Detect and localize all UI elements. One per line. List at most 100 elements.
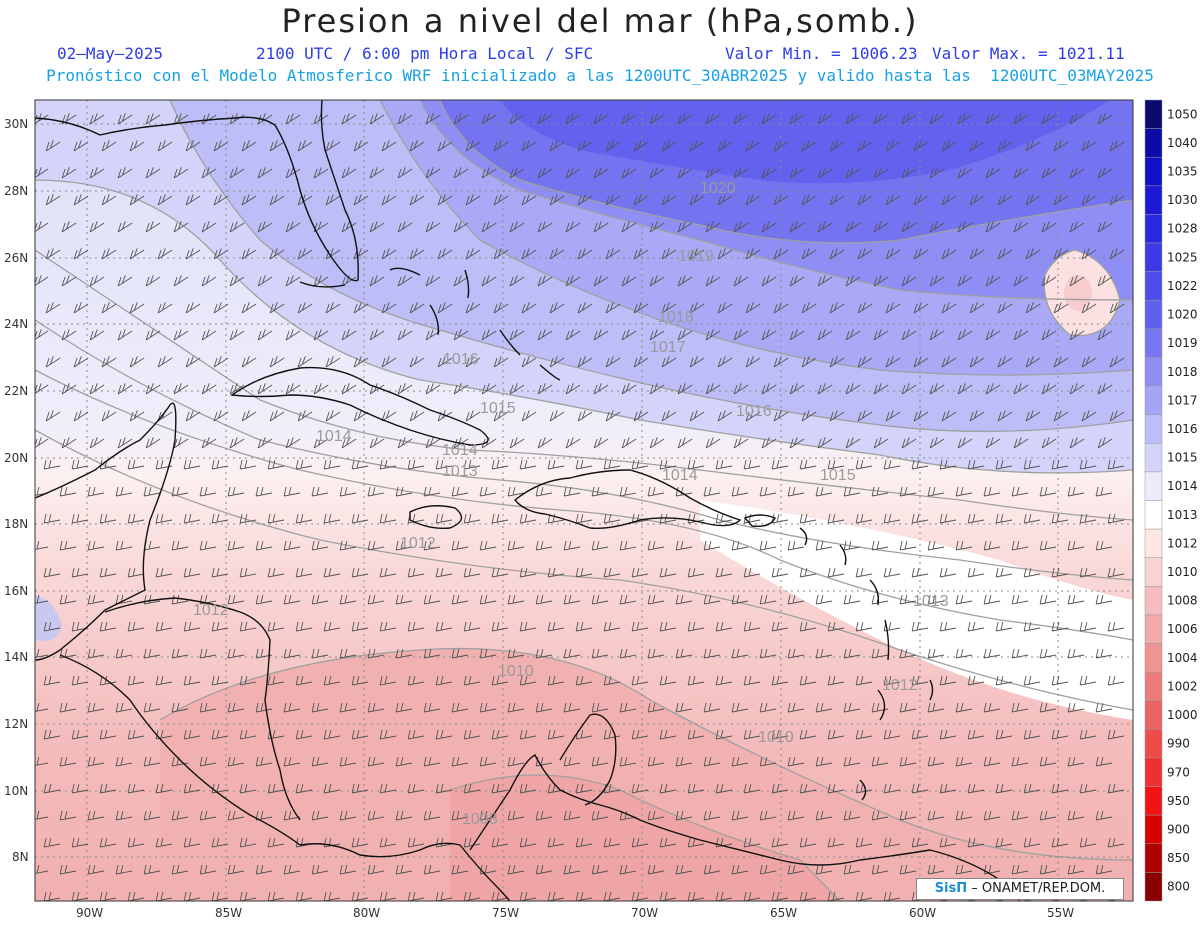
- colorbar-label: 950: [1167, 794, 1190, 808]
- map-frame: [34, 99, 1134, 902]
- colorbar-label: 1008: [1167, 594, 1198, 608]
- colorbar-label: 1002: [1167, 679, 1198, 693]
- lat-label: 12N: [4, 717, 28, 731]
- colorbar-label: 1000: [1167, 708, 1198, 722]
- colorbar: 1050 1040 1035 1030 1028 1025 1022 1020 1019 1018…: [1144, 99, 1198, 902]
- contour-label: 1014: [662, 467, 698, 484]
- coast-puerto-rico: [743, 514, 776, 528]
- lat-label: 26N: [4, 251, 28, 265]
- coast-bahamas: [389, 267, 561, 381]
- contour-1010: [159, 647, 1133, 861]
- contour-label: 1014: [442, 442, 478, 459]
- sispi-logo: SisΠ: [934, 881, 968, 896]
- colorbar-label: 1030: [1167, 193, 1198, 207]
- coast-hispaniola: [514, 469, 742, 530]
- contour-label: 1008: [462, 811, 498, 828]
- colorbar-swatch: [1144, 242, 1163, 272]
- shade-1021: [500, 100, 1110, 184]
- colorbar-label: 1017: [1167, 393, 1198, 407]
- wind-barbs: [35, 113, 1125, 901]
- contour-label: 1018: [658, 309, 694, 326]
- shade-low-west: [35, 595, 62, 641]
- model-info: Pronóstico con el Modelo Atmosferico WRF…: [46, 66, 1154, 85]
- contour-label: 1010: [758, 729, 794, 746]
- colorbar-label: 1012: [1167, 536, 1198, 550]
- max-value: Valor Max. = 1021.11: [932, 44, 1125, 63]
- colorbar-label: 1016: [1167, 422, 1198, 436]
- contour-label: 1013: [442, 463, 478, 480]
- lat-lon-grid: [35, 100, 1133, 901]
- colorbar-label: 1014: [1167, 479, 1198, 493]
- coast-florida-keys: [299, 281, 346, 288]
- forecast-date: 02–May–2025: [57, 44, 163, 63]
- coast-cuba: [230, 366, 489, 446]
- contour-label: 1015: [480, 400, 516, 417]
- shade-1013-east: [700, 500, 1133, 720]
- colorbar-label: 850: [1167, 851, 1190, 865]
- contour-label: 1020: [700, 180, 736, 197]
- contour-label: 1010: [498, 663, 534, 680]
- colorbar-label: 970: [1167, 765, 1190, 779]
- colorbar-swatch: [1144, 757, 1163, 787]
- colorbar-label: 990: [1167, 737, 1190, 751]
- lat-label: 24N: [4, 317, 28, 331]
- lon-label: 75W: [492, 906, 519, 920]
- contour-1017: [169, 100, 1133, 433]
- colorbar-label: 1035: [1167, 165, 1198, 179]
- colorbar-swatch: [1144, 643, 1163, 673]
- colorbar-swatch: [1144, 156, 1163, 187]
- colorbar-label: 900: [1167, 822, 1190, 836]
- coast-jamaica: [409, 505, 463, 530]
- contour-1019: [419, 100, 1133, 301]
- colorbar-label: 1022: [1167, 279, 1198, 293]
- colorbar-swatch: [1144, 471, 1163, 501]
- contour-labels: 1020 1019 1018 1017 1016 1015 1016 1014 …: [193, 180, 949, 828]
- colorbar-swatch: [1144, 814, 1163, 845]
- lat-label: 10N: [4, 784, 28, 798]
- lon-label: 80W: [353, 906, 380, 920]
- lat-label: 30N: [4, 117, 28, 131]
- colorbar-swatch: [1144, 729, 1163, 759]
- colorbar-label: 1028: [1167, 222, 1198, 236]
- lon-label: 65W: [770, 906, 797, 920]
- lat-label: 14N: [4, 650, 28, 664]
- lon-label: 60W: [909, 906, 936, 920]
- colorbar-label: 1020: [1167, 308, 1198, 322]
- colorbar-swatch: [1144, 557, 1163, 587]
- colorbar-label: 1010: [1167, 565, 1198, 579]
- lat-label: 20N: [4, 451, 28, 465]
- forecast-time: 2100 UTC / 6:00 pm Hora Local / SFC: [256, 44, 594, 63]
- coast-honduras: [104, 597, 301, 821]
- colorbar-swatch: [1144, 357, 1163, 387]
- colorbar-swatch: [1144, 128, 1163, 158]
- colorbar-swatch: [1144, 214, 1163, 244]
- contour-label: 1012: [400, 535, 436, 552]
- wind-barb-field: [35, 113, 1125, 901]
- colorbar-swatch: [1144, 271, 1163, 301]
- colorbar-label: 1050: [1167, 107, 1198, 121]
- colorbar-swatch: [1144, 872, 1163, 902]
- colorbar-label: 800: [1167, 880, 1190, 894]
- contour-1012: [35, 429, 1133, 711]
- colorbar-label: 1019: [1167, 336, 1198, 350]
- colorbar-label: 1025: [1167, 250, 1198, 264]
- credit-box: SisΠ – ONAMET/REP.DOM.: [916, 878, 1124, 900]
- contour-1018: [379, 100, 1133, 376]
- shade-1006-south: [450, 775, 840, 901]
- contour-label: 1013: [913, 593, 949, 610]
- min-value: Valor Min. = 1006.23: [725, 44, 918, 63]
- colorbar-swatch: [1144, 99, 1163, 129]
- colorbar-swatch: [1144, 414, 1163, 444]
- coast-lesser-antilles: [799, 527, 934, 801]
- coast-central-america: [59, 654, 511, 901]
- coast-venezuela-lake: [559, 713, 617, 806]
- lat-label: 8N: [12, 850, 29, 864]
- colorbar-swatch: [1144, 700, 1163, 730]
- contour-label: 1016: [443, 351, 479, 368]
- credit-text: – ONAMET/REP.DOM.: [971, 881, 1106, 896]
- contour-label: 1012: [882, 677, 918, 694]
- lon-label: 55W: [1047, 906, 1074, 920]
- lat-label: 28N: [4, 184, 28, 198]
- coast-yucatan: [35, 402, 177, 661]
